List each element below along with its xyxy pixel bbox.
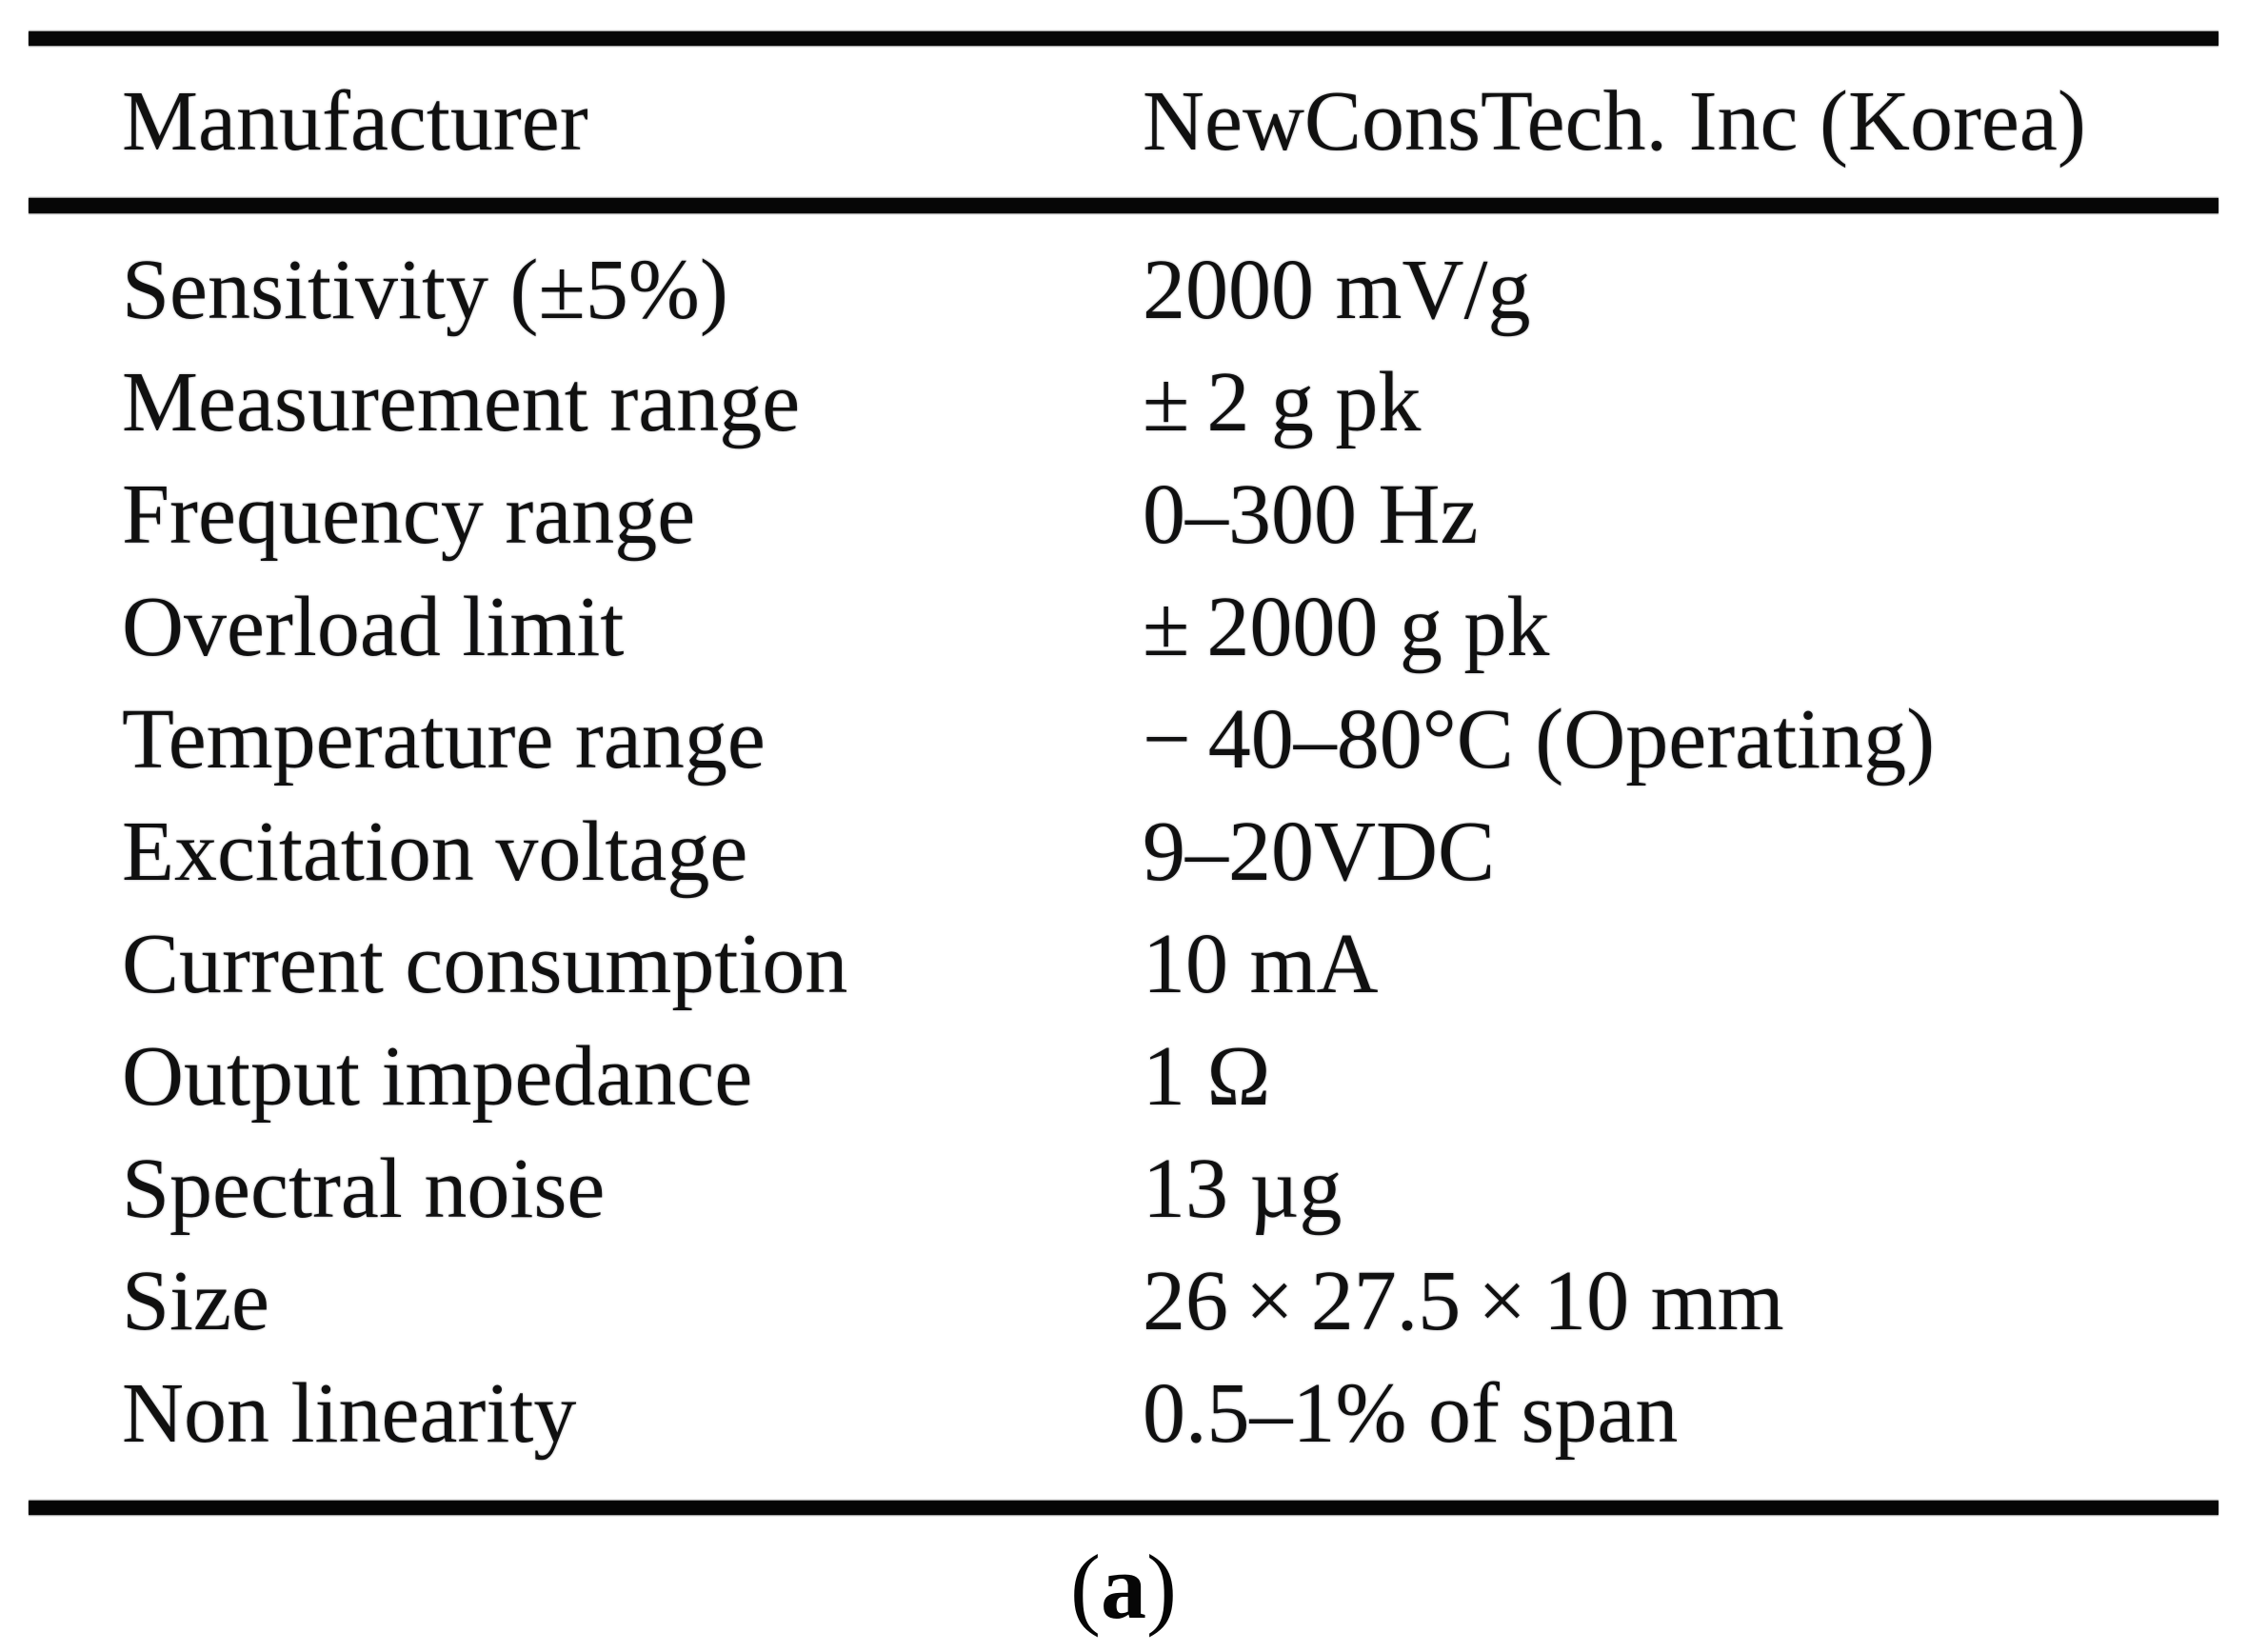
row-label: Temperature range: [122, 692, 766, 786]
row-label: Sensitivity (±5%): [122, 243, 728, 337]
row-label: Current consumption: [122, 917, 848, 1011]
caption-paren-close: ): [1146, 1536, 1177, 1638]
sensor-spec-table: Manufacturer NewConsTech. Inc (Korea) Se…: [29, 0, 2218, 1515]
row-value: 0.5–1% of span: [1143, 1366, 1679, 1461]
table-row: Measurement range ± 2 g pk: [29, 347, 2218, 459]
row-label: Measurement range: [122, 355, 801, 449]
row-label: Output impedance: [122, 1029, 753, 1124]
row-value: ± 2000 g pk: [1143, 580, 1550, 674]
table-row: Excitation voltage 9–20VDC: [29, 796, 2218, 908]
table-mid-rule: [29, 198, 2218, 213]
row-label: Excitation voltage: [122, 805, 748, 899]
row-label: Spectral noise: [122, 1142, 606, 1236]
row-value: 9–20VDC: [1143, 805, 1496, 899]
row-value: 10 mA: [1143, 917, 1379, 1011]
row-label: Size: [122, 1254, 269, 1348]
header-manufacturer-value: NewConsTech. Inc (Korea): [1143, 74, 2086, 169]
row-label: Non linearity: [122, 1366, 577, 1461]
row-label: Overload limit: [122, 580, 625, 674]
row-value: 1 Ω: [1143, 1029, 1271, 1124]
row-label: Frequency range: [122, 468, 696, 562]
row-value: 0–300 Hz: [1143, 468, 1479, 562]
table-top-rule: [29, 31, 2218, 46]
table-header-row: Manufacturer NewConsTech. Inc (Korea): [29, 46, 2218, 198]
header-manufacturer-label: Manufacturer: [122, 74, 588, 169]
row-value: ± 2 g pk: [1143, 355, 1422, 449]
table-row: Sensitivity (±5%) 2000 mV/g: [29, 234, 2218, 347]
table-bottom-rule: [29, 1501, 2218, 1515]
row-value: − 40–80°C (Operating): [1143, 692, 1936, 786]
row-value: 26 × 27.5 × 10 mm: [1143, 1254, 1784, 1348]
row-value: 13 µg: [1143, 1142, 1343, 1236]
table-row: Frequency range 0–300 Hz: [29, 459, 2218, 571]
caption-paren-open: (: [1070, 1536, 1101, 1638]
table-row: Overload limit ± 2000 g pk: [29, 571, 2218, 684]
table-row: Output impedance 1 Ω: [29, 1021, 2218, 1133]
table-row: Non linearity 0.5–1% of span: [29, 1358, 2218, 1470]
table-row: Current consumption 10 mA: [29, 908, 2218, 1021]
table-row: Temperature range − 40–80°C (Operating): [29, 684, 2218, 796]
figure-caption: (a): [29, 1535, 2218, 1640]
table-row: Spectral noise 13 µg: [29, 1133, 2218, 1245]
row-value: 2000 mV/g: [1143, 243, 1531, 337]
table-row: Size 26 × 27.5 × 10 mm: [29, 1245, 2218, 1358]
table-body: Sensitivity (±5%) 2000 mV/g Measurement …: [29, 213, 2218, 1501]
caption-letter: a: [1101, 1536, 1146, 1638]
